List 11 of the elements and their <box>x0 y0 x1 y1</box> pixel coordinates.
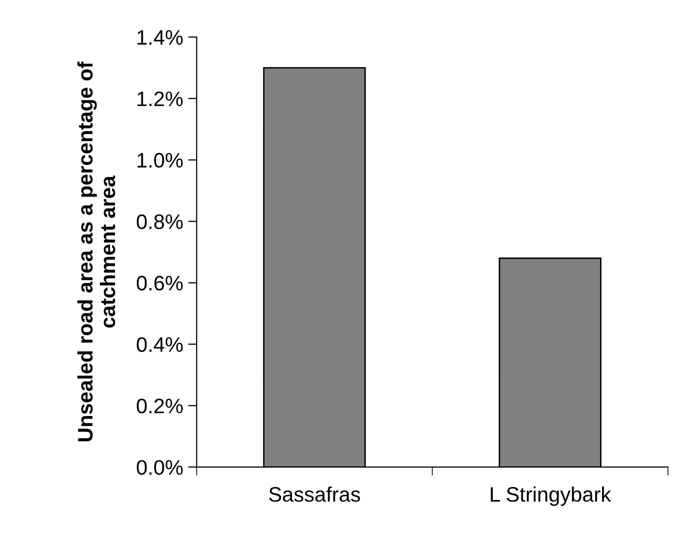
x-tick-label: Sassafras <box>269 486 360 502</box>
y-tick-label: 1.2% <box>138 91 183 106</box>
y-tick-label: 0.0% <box>136 460 183 475</box>
y-tick-label: 0.8% <box>136 214 183 230</box>
y-tick-label: 0.2% <box>136 398 183 414</box>
y-tick-label: 0.6% <box>136 276 183 291</box>
x-tick-label: L Stringybark <box>490 486 612 506</box>
y-tick-label: 1.0% <box>138 152 183 168</box>
y-axis-title: Unsealed road area as a percentage of catchment area <box>77 62 116 442</box>
y-tick-label: 0.4% <box>136 337 183 352</box>
y-tick-label: 1.4% <box>138 30 183 45</box>
